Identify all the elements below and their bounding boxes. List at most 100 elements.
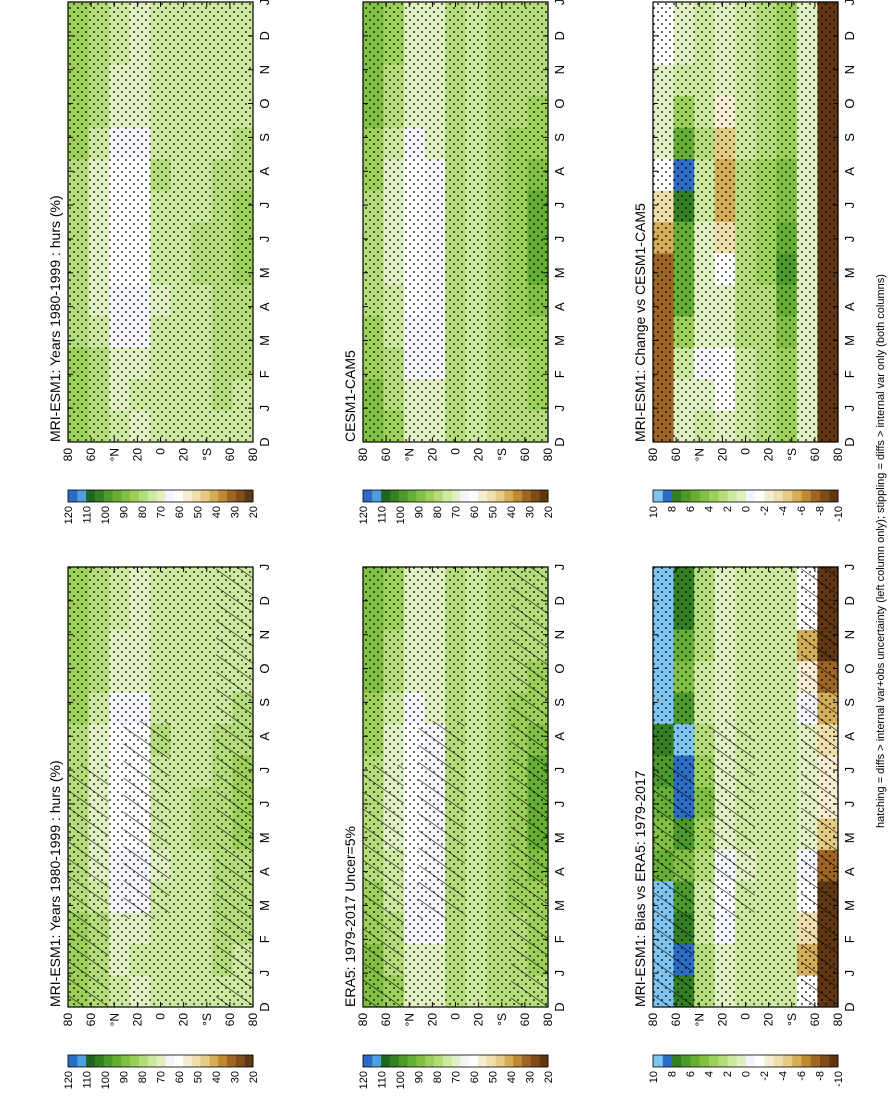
y-tick-label: 20 — [177, 448, 191, 462]
colorbar-swatch — [764, 490, 774, 502]
y-tick-label: 20 — [472, 448, 486, 462]
x-tick-label: M — [257, 267, 272, 278]
y-tick-label: 20 — [177, 1013, 191, 1027]
colorbar-tick-label: 20 — [248, 1071, 260, 1083]
x-tick-label: D — [552, 31, 567, 40]
colorbar-swatch — [662, 1055, 672, 1067]
colorbar-tick-label: 110 — [82, 1071, 94, 1089]
x-tick-label: J — [552, 970, 567, 977]
colorbar-swatch — [191, 490, 201, 502]
colorbar-swatch — [512, 490, 523, 502]
colorbar-swatch — [112, 490, 122, 502]
x-tick-label: M — [842, 335, 857, 346]
colorbar-swatch — [371, 1055, 382, 1067]
colorbar-swatch — [235, 490, 245, 502]
y-tick-label: 60 — [223, 1013, 237, 1027]
x-tick-label: N — [842, 630, 857, 639]
y-tick-label: 80 — [246, 448, 260, 462]
y-tick-label: °S — [200, 1013, 214, 1026]
colorbar-tick-label: -10 — [833, 1071, 845, 1087]
colorbar-swatch — [407, 490, 417, 502]
x-tick-label: J — [552, 767, 567, 774]
x-tick-label: D — [842, 437, 857, 446]
y-tick-label: 80 — [646, 448, 660, 462]
colorbar-swatch — [371, 490, 382, 502]
colorbar-tick-label: 6 — [685, 506, 697, 512]
y-tick-label: °N — [692, 1013, 706, 1026]
x-tick-label: A — [552, 732, 567, 741]
x-tick-label: J — [842, 0, 857, 5]
x-axis: D J F M A M J J A S O N D J — [363, 564, 567, 1012]
colorbar-swatch — [407, 1055, 417, 1067]
colorbar-swatch — [85, 1055, 95, 1067]
colorbar-swatch — [433, 490, 443, 502]
colorbar-swatch — [680, 490, 691, 502]
x-tick-label: N — [842, 65, 857, 74]
colorbar-frame — [652, 1054, 839, 1068]
colorbar-tick-label: 60 — [469, 506, 481, 518]
x-tick-label: D — [257, 31, 272, 40]
colorbar-swatch — [495, 490, 505, 502]
x-tick-label: A — [552, 167, 567, 176]
x-tick-label: M — [257, 832, 272, 843]
colorbar-tick-label: -6 — [796, 1071, 808, 1081]
y-tick-label: 80 — [831, 448, 845, 462]
colorbar-swatch — [801, 490, 811, 502]
x-tick-label: S — [552, 133, 567, 142]
colorbar-swatch — [819, 1055, 830, 1067]
colorbar-tick-label: 70 — [156, 1071, 168, 1083]
colorbar-swatch — [459, 1055, 470, 1067]
x-tick-label: J — [842, 801, 857, 808]
colorbar: 120 110 100 90 80 70 60 50 40 30 20 — [63, 1054, 260, 1089]
x-axis: D J F M A M J J A S O N D J — [653, 0, 857, 447]
y-axis: 80 60 °N 20 0 20 °S 60 80 — [646, 567, 845, 1026]
colorbar-swatch — [200, 490, 210, 502]
y-tick-label: °N — [107, 448, 121, 461]
colorbar-tick-label: 8 — [667, 506, 679, 512]
colorbar-swatch — [120, 1055, 131, 1067]
colorbar-swatch — [208, 1055, 219, 1067]
y-tick-label: 80 — [646, 1013, 660, 1027]
colorbar-tick-label: 50 — [193, 1071, 205, 1083]
colorbar-tick-label: 40 — [211, 506, 223, 518]
x-tick-label: D — [552, 1002, 567, 1011]
colorbar-swatch — [671, 490, 682, 502]
colorbar-swatch — [138, 1055, 148, 1067]
colorbar-swatch — [708, 490, 719, 502]
colorbar-swatch — [76, 490, 87, 502]
panel-title: CESM1-CAM5 — [342, 350, 358, 442]
y-axis: 80 60 °N 20 0 20 °S 60 80 — [646, 2, 845, 461]
colorbar-tick-label: -6 — [796, 506, 808, 516]
y-tick-label: 0 — [449, 448, 463, 455]
x-tick-label: F — [552, 935, 567, 943]
colorbar-swatch — [690, 490, 700, 502]
colorbar-tick-label: 50 — [488, 1071, 500, 1083]
colorbar-swatch — [94, 1055, 104, 1067]
x-tick-label: J — [552, 202, 567, 209]
colorbar-swatch — [653, 1055, 663, 1067]
hatching-overlay — [801, 567, 838, 1007]
x-tick-label: M — [552, 267, 567, 278]
colorbar-tick-label: 60 — [174, 1071, 186, 1083]
colorbar-swatch — [791, 1055, 802, 1067]
colorbar-frame — [362, 489, 549, 503]
x-tick-label: J — [257, 0, 272, 5]
footer-note: hatching = diffs > internal var+obs unce… — [875, 274, 887, 828]
y-axis: 80 60 °N 20 0 20 °S 60 80 — [61, 567, 260, 1026]
colorbar-swatch — [810, 490, 820, 502]
x-tick-label: A — [842, 302, 857, 311]
colorbar-swatch — [745, 490, 756, 502]
colorbar-tick-label: 40 — [506, 1071, 518, 1083]
colorbar-tick-label: 120 — [358, 506, 370, 524]
colorbar-tick-label: 70 — [156, 506, 168, 518]
colorbar-swatch — [653, 490, 663, 502]
y-tick-label: 20 — [762, 1013, 776, 1027]
y-tick-label: 60 — [379, 1013, 393, 1027]
x-tick-label: F — [842, 370, 857, 378]
x-axis: D J F M A M J J A S O N D J — [363, 0, 567, 447]
colorbar-swatch — [217, 490, 228, 502]
y-tick-label: 80 — [246, 1013, 260, 1027]
y-tick-label: °S — [495, 448, 509, 461]
x-tick-label: D — [842, 1002, 857, 1011]
x-tick-label: D — [842, 31, 857, 40]
